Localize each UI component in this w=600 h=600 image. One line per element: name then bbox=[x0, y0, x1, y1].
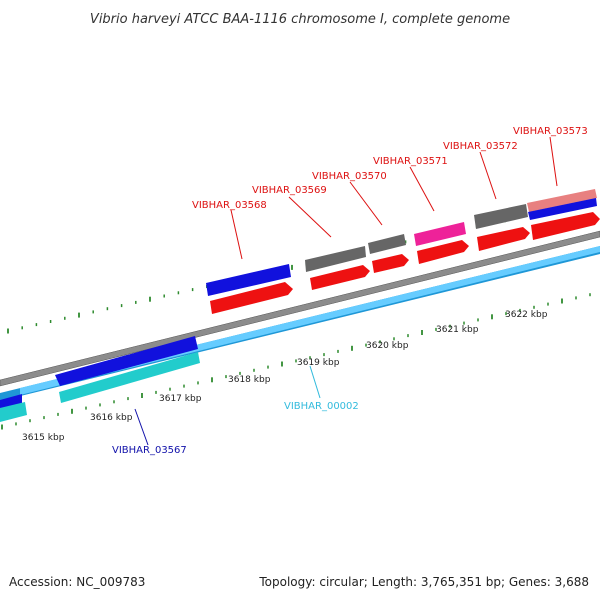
gene-label-vibhar-00002[interactable]: VIBHAR_00002 bbox=[284, 401, 359, 412]
scale-label: 3618 kbp bbox=[228, 375, 271, 385]
map-title: Vibrio harveyi ATCC BAA-1116 chromosome … bbox=[90, 12, 510, 27]
gene-label-vibhar-03573[interactable]: VIBHAR_03573 bbox=[513, 126, 588, 137]
scale-label: 3616 kbp bbox=[90, 413, 133, 423]
scale-label: 3617 kbp bbox=[159, 394, 202, 404]
gene-label-vibhar-03567[interactable]: VIBHAR_03567 bbox=[112, 445, 187, 456]
scale-label: 3621 kbp bbox=[436, 325, 479, 335]
scale-label: 3615 kbp bbox=[22, 433, 65, 443]
gene-red-4 bbox=[417, 240, 469, 264]
gene-pink bbox=[414, 222, 466, 246]
gene-teal-1 bbox=[59, 352, 200, 403]
gene-red-1 bbox=[210, 282, 293, 314]
gene-salmon bbox=[527, 189, 597, 212]
gene-blue-right bbox=[528, 198, 597, 220]
gene-teal-left bbox=[0, 402, 27, 422]
grey-backbone bbox=[0, 230, 600, 387]
gene-blue-on-backbone bbox=[55, 336, 198, 386]
gene-grey-1 bbox=[305, 246, 366, 272]
accession-text: Accession: NC_009783 bbox=[9, 575, 145, 589]
scale-label: 3622 kbp bbox=[505, 310, 548, 320]
scale-label: 3619 kbp bbox=[297, 358, 340, 368]
lower-tick-row bbox=[1, 293, 591, 430]
gene-blue-1 bbox=[206, 264, 291, 296]
gene-red-2 bbox=[310, 265, 370, 290]
gene-label-vibhar-03569[interactable]: VIBHAR_03569 bbox=[252, 185, 327, 196]
genome-summary-text: Topology: circular; Length: 3,765,351 bp… bbox=[258, 575, 589, 589]
gene-red-6 bbox=[531, 212, 600, 240]
gene-red-3 bbox=[372, 254, 409, 273]
scale-label: 3620 kbp bbox=[366, 341, 409, 351]
gene-red-5 bbox=[477, 227, 530, 251]
gene-label-vibhar-03571[interactable]: VIBHAR_03571 bbox=[373, 156, 448, 167]
gene-grey-2 bbox=[368, 234, 406, 254]
gene-label-vibhar-03568[interactable]: VIBHAR_03568 bbox=[192, 200, 267, 211]
gene-grey-3 bbox=[474, 204, 528, 229]
leader-lines bbox=[134, 136, 558, 446]
gene-label-vibhar-03570[interactable]: VIBHAR_03570 bbox=[312, 171, 387, 182]
gene-label-vibhar-03572[interactable]: VIBHAR_03572 bbox=[443, 141, 518, 152]
